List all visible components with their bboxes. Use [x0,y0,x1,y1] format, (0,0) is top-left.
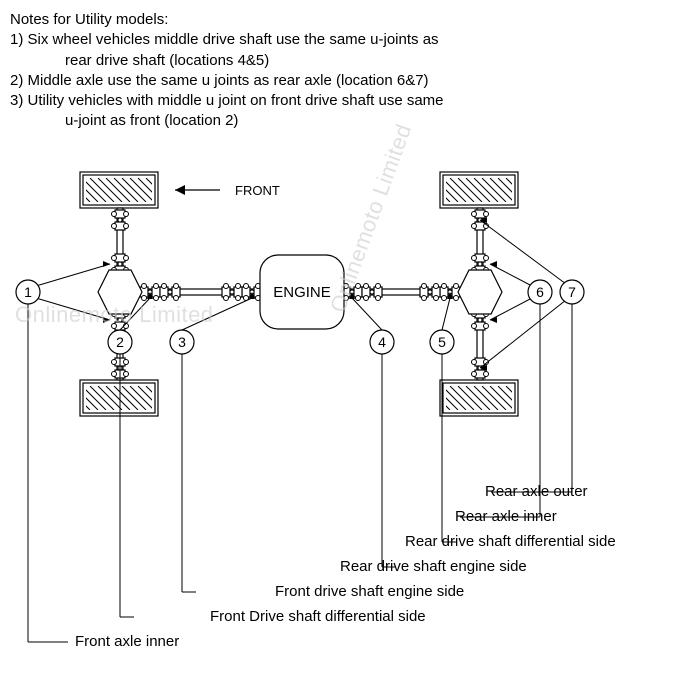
svg-text:1: 1 [24,284,32,300]
svg-text:ENGINE: ENGINE [273,284,331,301]
note-3b: u-joint as front (location 2) [10,111,690,131]
callout-rear-axle-inner: Rear axle inner [455,508,557,525]
svg-text:6: 6 [536,284,544,300]
callout-front-shaft-engine: Front drive shaft engine side [275,583,464,600]
note-1a: 1) Six wheel vehicles middle drive shaft… [10,30,690,50]
callout-rear-shaft-diff: Rear drive shaft differential side [405,533,616,550]
svg-text:2: 2 [116,334,124,350]
svg-text:7: 7 [568,284,576,300]
note-2: 2) Middle axle use the same u joints as … [10,71,690,91]
note-3a: 3) Utility vehicles with middle u joint … [10,91,690,111]
callout-front-shaft-diff: Front Drive shaft differential side [210,608,426,625]
drivetrain-diagram: ENGINEFRONT1234567 Onlinemoto Limited On… [10,142,690,672]
callout-rear-shaft-engine: Rear drive shaft engine side [340,558,527,575]
callout-rear-axle-outer: Rear axle outer [485,483,588,500]
svg-text:3: 3 [178,334,186,350]
note-1b: rear drive shaft (locations 4&5) [10,51,690,71]
svg-text:5: 5 [438,334,446,350]
callout-front-axle-inner: Front axle inner [75,633,179,650]
svg-text:4: 4 [378,334,386,350]
notes-block: Notes for Utility models: 1) Six wheel v… [10,10,690,132]
notes-title: Notes for Utility models: [10,10,690,30]
svg-text:FRONT: FRONT [235,183,280,198]
